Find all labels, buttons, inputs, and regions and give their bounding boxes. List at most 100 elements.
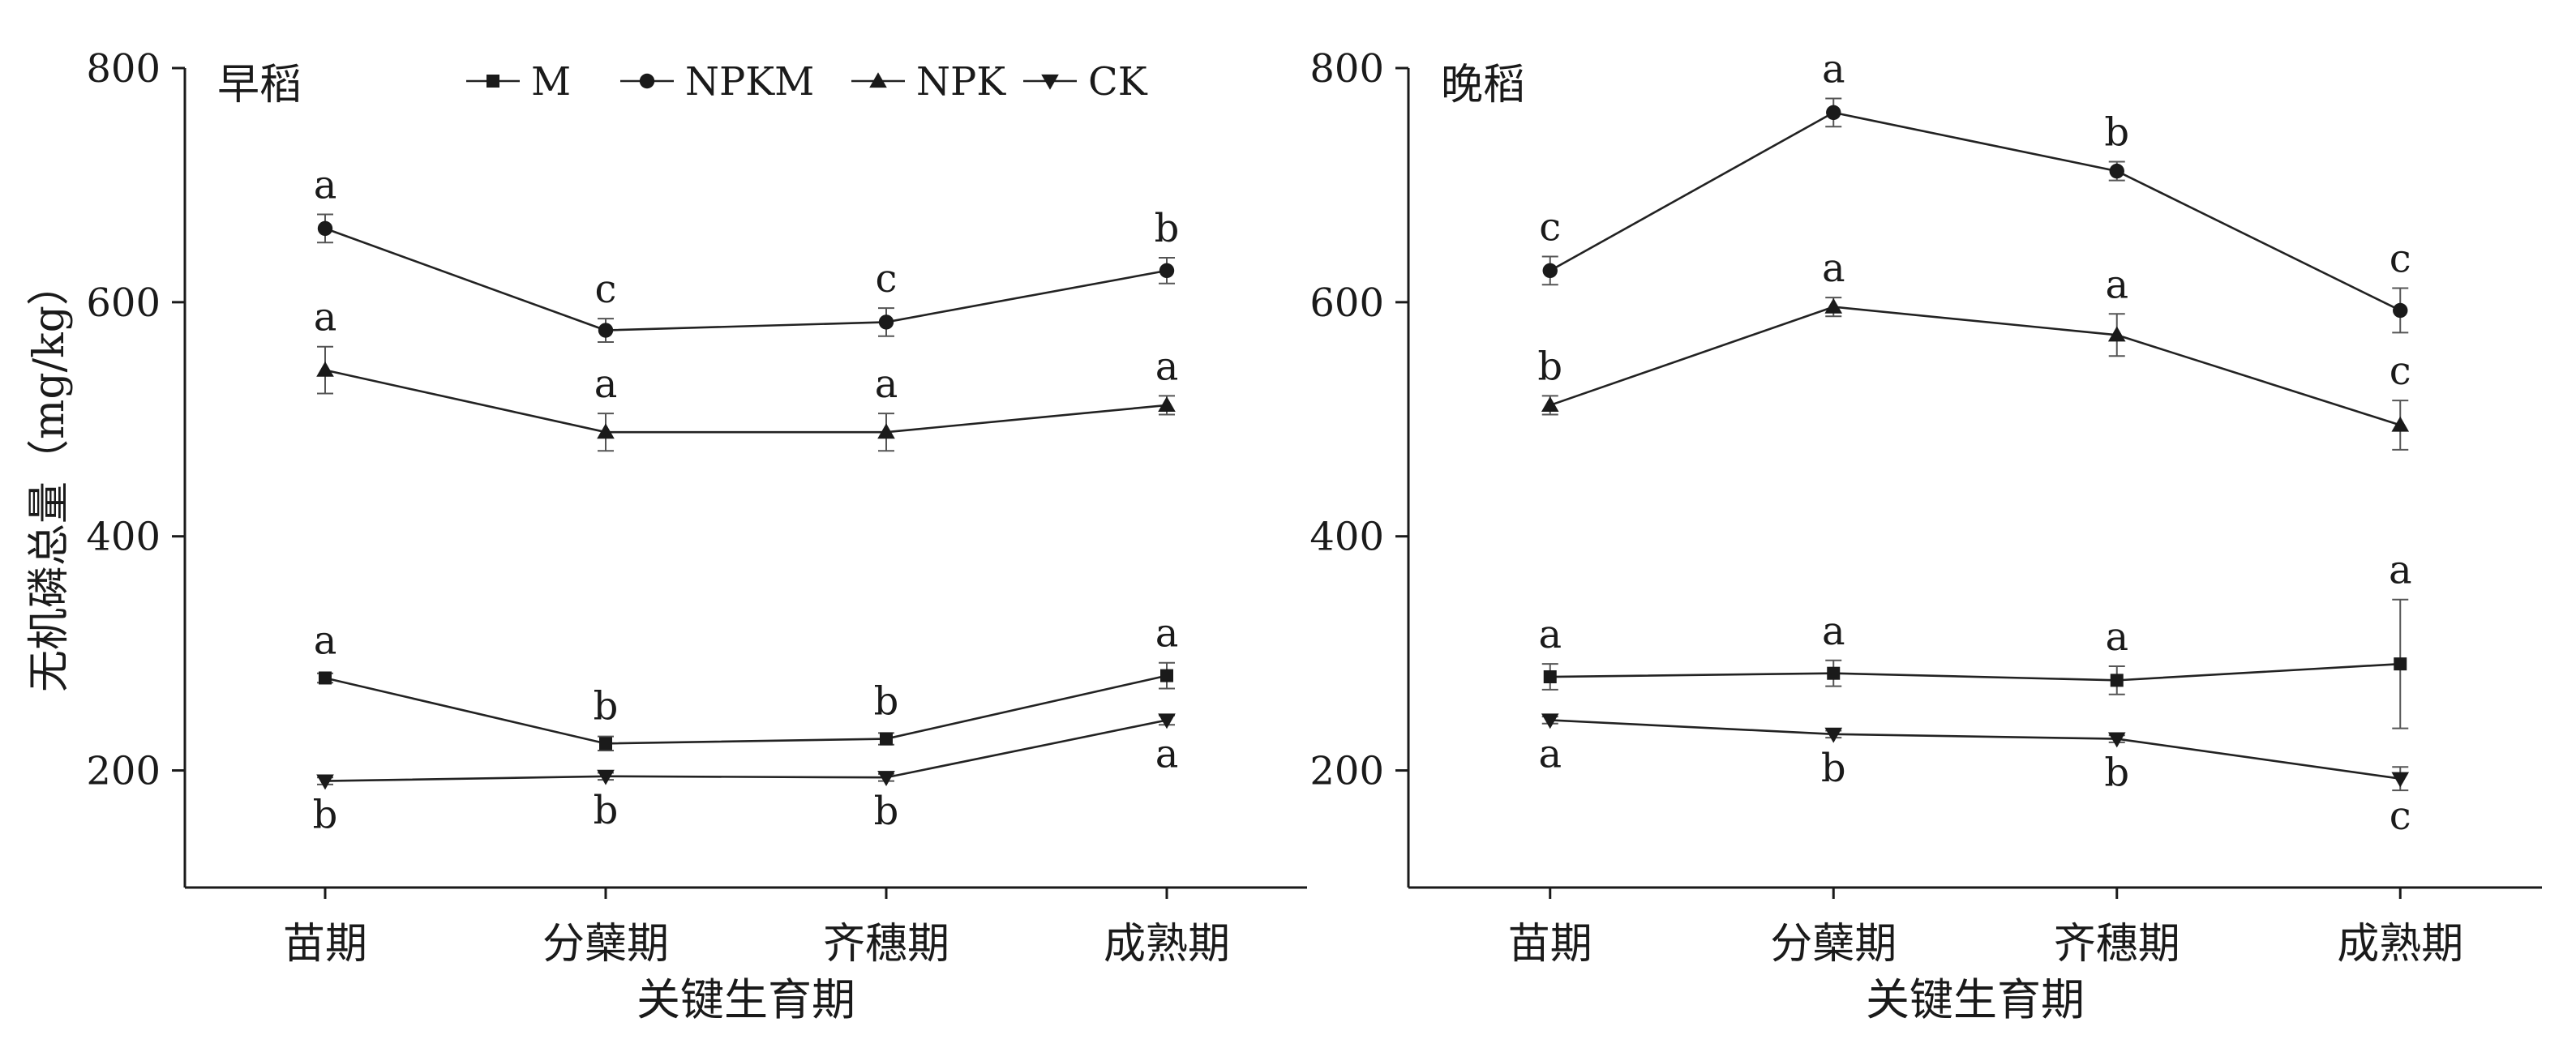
- data-point: [877, 771, 895, 787]
- data-point: [1541, 396, 1559, 413]
- x-axis-title: 关键生育期: [1866, 974, 2085, 1025]
- data-point: [597, 423, 615, 439]
- legend-item-npk: NPK: [851, 59, 1006, 105]
- significance-letter: c: [2390, 793, 2411, 839]
- significance-letter: a: [594, 361, 618, 407]
- y-tick-label: 200: [86, 749, 161, 794]
- series-npkm: a c c b: [314, 163, 1180, 343]
- data-point: [1542, 263, 1558, 279]
- significance-letter: c: [876, 256, 898, 302]
- legend-marker-triangle-up: [869, 72, 887, 88]
- data-point: [1160, 669, 1173, 682]
- series-line: [324, 369, 1168, 434]
- panel-title: 晚稻: [1441, 61, 1525, 109]
- significance-letter: b: [313, 793, 338, 838]
- series-ck: b b b a: [313, 713, 1179, 838]
- data-point: [1826, 105, 1841, 121]
- y-tick-label: 600: [86, 280, 161, 326]
- data-point: [1827, 666, 1841, 680]
- legend-item-npkm: NPKM: [620, 59, 814, 105]
- series-npk: b a a c: [1537, 246, 2411, 451]
- series-line: [1549, 306, 2401, 426]
- significance-letter: a: [2105, 262, 2128, 307]
- y-axis-title: 无机磷总量（mg/kg）: [25, 263, 74, 692]
- series-line: [1549, 662, 2401, 682]
- significance-letter: a: [1538, 612, 1562, 657]
- data-point: [319, 671, 332, 685]
- series-line: [324, 674, 1168, 745]
- data-point: [597, 769, 615, 785]
- significance-letter: b: [1821, 746, 1846, 791]
- data-point: [2394, 657, 2407, 671]
- legend-marker-circle: [639, 73, 655, 89]
- y-tick-label: 800: [86, 46, 161, 92]
- significance-letter: b: [2104, 751, 2129, 796]
- x-tick-label: 分蘖期: [542, 920, 669, 969]
- panel-title: 早稻: [217, 61, 302, 109]
- data-point: [2391, 772, 2410, 788]
- data-point: [877, 423, 895, 439]
- significance-letter: a: [314, 163, 337, 208]
- y-tick-label: 400: [1309, 515, 1384, 560]
- x-tick-label: 成熟期: [2337, 920, 2463, 969]
- data-point: [1158, 713, 1176, 729]
- data-point: [599, 737, 612, 751]
- significance-letter: a: [1155, 611, 1179, 657]
- data-point: [316, 774, 334, 790]
- series-m: a a a a: [1538, 548, 2412, 729]
- data-point: [1543, 670, 1557, 684]
- legend-label: NPKM: [685, 59, 814, 105]
- significance-letter: c: [1539, 205, 1561, 250]
- data-point: [1158, 396, 1176, 413]
- data-point: [317, 220, 333, 237]
- data-point: [316, 361, 334, 377]
- series-npkm: c a b c: [1539, 47, 2411, 334]
- significance-letter: b: [594, 683, 619, 729]
- significance-letter: b: [1155, 206, 1180, 251]
- significance-letter: b: [874, 789, 899, 834]
- significance-letter: b: [2104, 110, 2129, 156]
- significance-letter: a: [1155, 731, 1179, 776]
- series-line: [1549, 111, 2401, 312]
- data-point: [1541, 713, 1559, 729]
- series-line: [324, 719, 1168, 782]
- x-tick-label: 齐穗期: [2054, 920, 2180, 969]
- x-axis-title: 关键生育期: [636, 974, 855, 1025]
- legend-marker-triangle-down: [1041, 74, 1059, 90]
- x-tick-label: 分蘖期: [1770, 920, 1897, 969]
- significance-letter: a: [2105, 614, 2128, 660]
- series-m: a b b a: [314, 611, 1179, 752]
- significance-letter: c: [2390, 237, 2411, 282]
- legend-label: NPK: [916, 59, 1006, 105]
- legend-item-m: M: [466, 59, 571, 105]
- significance-letter: a: [314, 295, 337, 340]
- legend: M NPKM NPK CK: [466, 59, 1148, 105]
- x-tick-label: 成熟期: [1104, 920, 1230, 969]
- data-point: [2109, 163, 2124, 179]
- significance-letter: a: [1155, 344, 1179, 389]
- series-ck: a b b c: [1538, 713, 2411, 839]
- y-tick-label: 200: [1309, 749, 1384, 794]
- data-point: [880, 732, 893, 746]
- data-point: [1824, 297, 1843, 314]
- legend-label: CK: [1088, 59, 1148, 105]
- significance-letter: a: [1822, 609, 1845, 654]
- x-tick-label: 苗期: [283, 920, 367, 969]
- y-tick-label: 800: [1309, 46, 1384, 92]
- data-point: [2107, 326, 2126, 342]
- x-tick-label: 苗期: [1508, 920, 1592, 969]
- x-tick-label: 齐穗期: [823, 920, 949, 969]
- data-point: [2110, 674, 2124, 687]
- significance-letter: c: [595, 267, 617, 312]
- significance-letter: a: [875, 361, 898, 407]
- series-line: [324, 227, 1168, 332]
- significance-letter: c: [2390, 349, 2411, 394]
- significance-letter: a: [1822, 246, 1845, 291]
- significance-letter: b: [1537, 344, 1562, 389]
- legend-marker-square: [486, 75, 499, 88]
- data-point: [1824, 727, 1843, 743]
- data-point: [2391, 416, 2410, 432]
